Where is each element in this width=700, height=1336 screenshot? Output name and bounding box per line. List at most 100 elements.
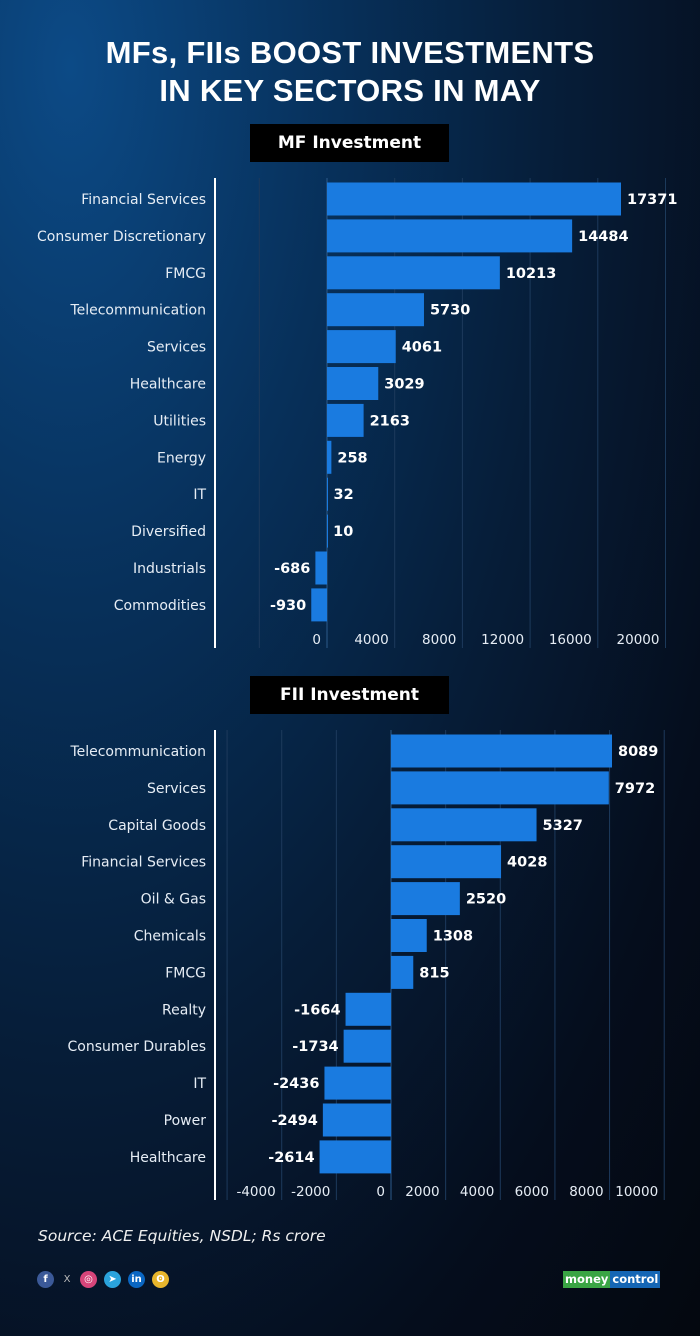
category-label: Utilities — [153, 413, 206, 429]
bar — [322, 1103, 391, 1137]
bar — [311, 588, 327, 622]
data-label: 4061 — [402, 340, 442, 356]
data-label: -1734 — [292, 1039, 338, 1055]
category-label: Realty — [162, 1002, 206, 1018]
category-label: Services — [147, 340, 206, 356]
data-label: 815 — [419, 965, 449, 981]
data-label: 258 — [337, 450, 367, 466]
x-tick-label: 8000 — [422, 632, 456, 648]
bar — [315, 551, 327, 585]
data-label: 10213 — [506, 266, 556, 282]
mf-section-title: MF Investment — [250, 124, 449, 162]
source-note: Source: ACE Equities, NSDL; Rs crore — [38, 1227, 326, 1245]
bar — [327, 514, 328, 548]
data-label: -930 — [270, 598, 306, 614]
social-links: f X ◎ ➤ in ʘ — [37, 1271, 169, 1288]
x-tick-label: 20000 — [617, 632, 660, 648]
data-label: 14484 — [578, 229, 628, 245]
category-label: FMCG — [165, 266, 206, 282]
data-label: 4028 — [507, 855, 547, 871]
category-label: Consumer Durables — [67, 1039, 206, 1055]
data-label: -2494 — [271, 1113, 317, 1129]
x-icon[interactable]: X — [63, 1274, 71, 1285]
category-label: Energy — [157, 450, 206, 466]
page-title: MFs, FIIs BOOST INVESTMENTS IN KEY SECTO… — [0, 34, 700, 110]
data-label: 8089 — [618, 744, 658, 760]
title-line-2: IN KEY SECTORS IN MAY — [159, 73, 541, 108]
facebook-icon[interactable]: f — [37, 1271, 54, 1288]
x-tick-label: 12000 — [481, 632, 524, 648]
data-label: 10 — [333, 524, 353, 540]
bar — [391, 771, 609, 805]
category-label: Healthcare — [130, 1150, 206, 1166]
data-label: 17371 — [627, 192, 677, 208]
bar — [327, 182, 621, 216]
category-label: Commodities — [114, 598, 206, 614]
data-label: -2614 — [268, 1150, 314, 1166]
bar — [391, 808, 537, 842]
x-tick-label: 6000 — [515, 1184, 549, 1200]
category-label: Oil & Gas — [141, 892, 206, 908]
x-tick-label: -4000 — [236, 1184, 275, 1200]
data-label: -1664 — [294, 1002, 340, 1018]
bar — [327, 367, 379, 400]
category-label: Diversified — [131, 524, 206, 540]
data-label: 32 — [334, 487, 354, 503]
category-label: Financial Services — [81, 855, 206, 871]
data-label: 5327 — [543, 818, 583, 834]
bar — [324, 1066, 391, 1100]
instagram-icon[interactable]: ◎ — [80, 1271, 97, 1288]
x-tick-label: 8000 — [569, 1184, 603, 1200]
category-label: Chemicals — [134, 929, 206, 945]
x-tick-label: 4000 — [460, 1184, 494, 1200]
linkedin-icon[interactable]: in — [128, 1271, 145, 1288]
bar — [345, 992, 391, 1026]
bar — [319, 1140, 391, 1174]
category-label: IT — [193, 487, 206, 503]
bar — [391, 845, 502, 879]
category-label: Power — [164, 1113, 207, 1129]
bar — [327, 256, 500, 290]
title-line-1: MFs, FIIs BOOST INVESTMENTS — [105, 35, 595, 70]
data-label: 1308 — [433, 929, 473, 945]
category-label: Telecommunication — [69, 744, 206, 760]
moneycontrol-logo: money control — [563, 1271, 661, 1288]
mf-investment-chart: Financial Services 17371 Consumer Discreti… — [37, 178, 677, 648]
x-tick-label: 0 — [376, 1184, 385, 1200]
bar — [391, 882, 460, 916]
logo-part-control: control — [610, 1271, 661, 1288]
data-label: -686 — [274, 561, 310, 577]
fii-section-title: FII Investment — [250, 676, 449, 714]
bar — [327, 403, 364, 437]
bar — [327, 330, 396, 364]
data-label: 7972 — [615, 781, 655, 797]
data-label: 2520 — [466, 892, 506, 908]
x-tick-label: 4000 — [354, 632, 388, 648]
category-label: Services — [147, 781, 206, 797]
telegram-icon[interactable]: ➤ — [104, 1271, 121, 1288]
category-label: Financial Services — [81, 192, 206, 208]
data-label: -2436 — [273, 1076, 319, 1092]
category-label: Consumer Discretionary — [37, 229, 206, 245]
data-label: 5730 — [430, 303, 470, 319]
x-tick-label: 0 — [312, 632, 321, 648]
x-tick-label: 10000 — [615, 1184, 658, 1200]
bar — [327, 440, 332, 474]
x-tick-label: -2000 — [291, 1184, 330, 1200]
category-label: IT — [193, 1076, 206, 1092]
bar — [391, 734, 612, 768]
koo-icon[interactable]: ʘ — [152, 1271, 169, 1288]
bar — [343, 1029, 391, 1063]
category-label: Capital Goods — [108, 818, 206, 834]
bar — [327, 477, 328, 511]
bar — [327, 293, 424, 327]
category-label: Healthcare — [130, 377, 206, 393]
data-label: 3029 — [384, 377, 424, 393]
bar — [327, 219, 573, 253]
bar — [391, 919, 427, 952]
x-tick-label: 2000 — [405, 1184, 439, 1200]
category-label: Telecommunication — [69, 303, 206, 319]
category-label: FMCG — [165, 965, 206, 981]
fii-investment-chart: Telecommunication 8089 Services 7972 Capital… — [67, 730, 665, 1200]
bar — [391, 955, 414, 989]
